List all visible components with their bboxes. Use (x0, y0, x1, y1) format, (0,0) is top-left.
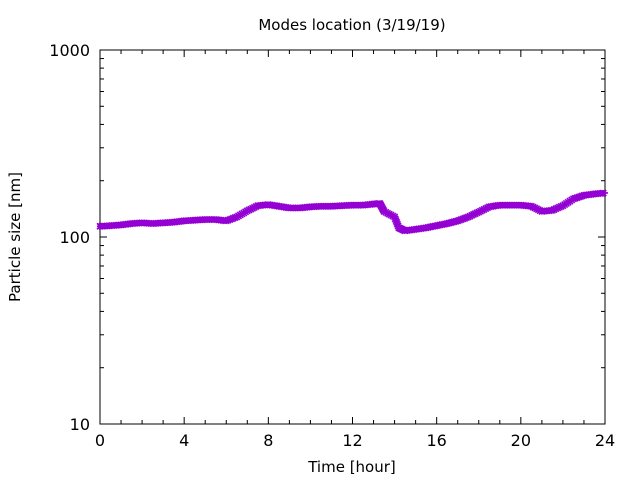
x-tick-label: 24 (595, 431, 615, 450)
x-tick-label: 12 (342, 431, 362, 450)
data-point (602, 189, 608, 196)
x-tick-label: 16 (426, 431, 446, 450)
x-tick-label: 20 (511, 431, 531, 450)
y-tick-label: 1000 (49, 41, 90, 60)
y-axis-label: Particle size [nm] (6, 172, 24, 302)
y-tick-label: 10 (70, 415, 90, 434)
x-axis-label: Time [hour] (307, 458, 396, 476)
plot-frame (99, 49, 606, 425)
axis-ticks (99, 49, 606, 425)
y-tick-label: 100 (59, 228, 90, 247)
x-tick-label: 0 (95, 431, 105, 450)
series (96, 189, 608, 235)
x-tick-label: 4 (179, 431, 189, 450)
x-tick-label: 8 (263, 431, 273, 450)
axis-tick-labels: 0 4 8 12 16 20 24 10 100 1000 (49, 41, 615, 450)
chart-title: Modes location (3/19/19) (258, 16, 445, 34)
series-layer (96, 189, 608, 235)
